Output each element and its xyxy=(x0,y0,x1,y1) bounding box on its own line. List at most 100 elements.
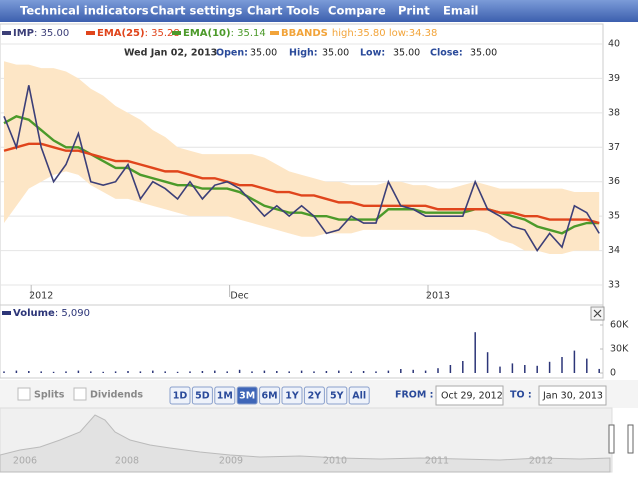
range-button[interactable] xyxy=(326,386,348,405)
range-label: 1M xyxy=(217,391,233,402)
range-label: 1D xyxy=(173,391,188,402)
tooltip-value: 35.00 xyxy=(322,48,349,59)
volume-bar xyxy=(573,350,576,373)
legend-legend-value: : 5,090 xyxy=(55,308,90,319)
tooltip-value: 35.00 xyxy=(470,48,497,59)
volume-bar xyxy=(52,371,55,373)
volume-bar xyxy=(586,358,588,373)
volume-bar xyxy=(387,370,390,373)
volume-bar xyxy=(536,365,538,373)
y-tick-label: 36 xyxy=(608,176,620,187)
legend-value: : 35.28 xyxy=(145,28,180,39)
x-tick-label: Dec xyxy=(230,291,248,302)
legend-swatch xyxy=(270,31,279,35)
legend-value: high:35.80 low:34.38 xyxy=(332,28,438,39)
volume-bar xyxy=(511,363,514,373)
menu-bar xyxy=(0,0,638,22)
navigator-year: 2010 xyxy=(323,456,347,467)
range-label: 6M xyxy=(262,391,278,402)
volume-bar xyxy=(251,371,253,373)
y-tick-label: 35 xyxy=(608,211,620,222)
volume-bar xyxy=(400,369,402,373)
volume-bar xyxy=(548,361,551,373)
y-tick-label: 39 xyxy=(608,73,620,84)
range-label: 2Y xyxy=(308,391,322,402)
from-input[interactable] xyxy=(435,385,504,406)
menu-item[interactable]: Technical indicators xyxy=(20,4,149,18)
to-date: Jan 30, 2013 xyxy=(542,391,603,402)
range-label: 5Y xyxy=(330,391,344,402)
volume-bar xyxy=(77,370,80,373)
x-tick-label: 2012 xyxy=(29,291,53,302)
volume-bar xyxy=(15,370,18,373)
range-button[interactable] xyxy=(303,386,325,405)
checkbox-label: Splits xyxy=(34,390,65,401)
volume-bar xyxy=(486,352,489,373)
volume-bar xyxy=(313,371,315,373)
volume-bar xyxy=(288,371,290,373)
to-input[interactable] xyxy=(538,385,607,406)
volume-bar xyxy=(325,371,328,373)
from-date: Oct 29, 2012 xyxy=(441,391,503,402)
range-button[interactable] xyxy=(281,386,303,405)
range-button[interactable] xyxy=(236,386,258,405)
range-button[interactable] xyxy=(169,386,191,405)
checkbox[interactable] xyxy=(73,387,87,401)
navigator-year: 2011 xyxy=(425,456,449,467)
menu-item[interactable]: Print xyxy=(398,4,430,18)
menu-item[interactable]: Chart settings xyxy=(150,4,243,18)
legend-swatch xyxy=(2,311,11,315)
volume-bar xyxy=(65,371,67,373)
volume-bar xyxy=(375,371,377,373)
menu-item[interactable]: Chart Tools xyxy=(247,4,320,18)
range-button[interactable] xyxy=(191,386,213,405)
volume-tick-label: 60K xyxy=(610,320,629,331)
tooltip-date: Wed Jan 02, 2013 xyxy=(124,48,217,59)
legend-entry: Volume: 5,090 xyxy=(13,308,90,319)
legend-entry: BBANDS high:35.80 low:34.38 xyxy=(281,28,437,39)
volume-bar xyxy=(276,371,278,373)
navigator-area xyxy=(0,414,611,473)
legend-name: EMA(25) xyxy=(97,28,145,39)
volume-bar xyxy=(90,371,92,373)
volume-bar xyxy=(362,371,365,373)
range-button[interactable] xyxy=(214,386,236,405)
volume-bar xyxy=(350,371,352,373)
range-button[interactable] xyxy=(348,386,370,405)
volume-bar xyxy=(176,371,179,373)
volume-bar xyxy=(524,365,526,373)
navigator-year: 2008 xyxy=(115,456,139,467)
menu-item[interactable]: Email xyxy=(443,4,478,18)
checkbox-label: Dividends xyxy=(90,390,143,401)
volume-bar xyxy=(474,332,476,373)
legend-swatch xyxy=(2,31,11,35)
from-label: FROM : xyxy=(395,390,433,401)
range-label: All xyxy=(352,391,366,402)
volume-bar xyxy=(226,371,228,373)
legend-value: : 35.14 xyxy=(231,28,266,39)
volume-bar xyxy=(263,370,266,373)
volume-bar xyxy=(114,371,117,373)
navigator-year: 2012 xyxy=(529,456,553,467)
volume-bar xyxy=(462,361,464,373)
tooltip-label: Low: xyxy=(360,48,385,59)
x-tick-label: 2013 xyxy=(426,291,450,302)
volume-bar xyxy=(238,369,241,373)
volume-bar xyxy=(412,369,414,373)
menu-item[interactable]: Compare xyxy=(328,4,386,18)
volume-bar xyxy=(300,370,303,373)
volume-bar xyxy=(152,370,154,373)
checkbox[interactable] xyxy=(17,387,31,401)
volume-bar xyxy=(424,370,427,373)
volume-bar xyxy=(3,371,5,373)
volume-bar xyxy=(102,371,104,373)
navigator-handle[interactable] xyxy=(627,424,634,454)
y-tick-label: 37 xyxy=(608,142,620,153)
navigator-handle[interactable] xyxy=(608,424,615,454)
range-button[interactable] xyxy=(259,386,281,405)
legend-entry: EMA(25): 35.28 xyxy=(97,28,180,39)
volume-bar xyxy=(449,365,452,373)
volume-bar xyxy=(214,370,216,373)
volume-bar xyxy=(28,371,30,373)
